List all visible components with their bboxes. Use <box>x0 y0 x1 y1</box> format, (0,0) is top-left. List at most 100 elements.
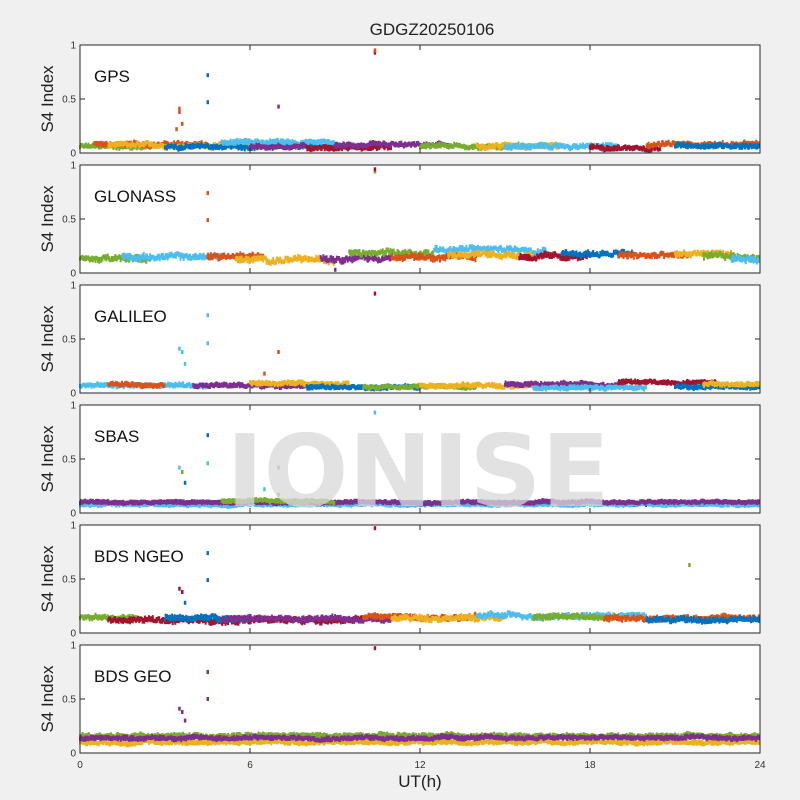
data-point <box>392 248 395 253</box>
data-point <box>108 144 111 149</box>
spike-point <box>277 104 280 109</box>
data-point <box>404 249 407 254</box>
data-point <box>713 142 716 147</box>
data-point <box>473 248 476 253</box>
data-point <box>193 254 195 259</box>
data-point <box>376 252 379 257</box>
data-point <box>288 141 291 146</box>
data-point <box>433 255 436 260</box>
data-point <box>390 256 393 261</box>
data-point <box>458 247 461 251</box>
data-point <box>372 145 374 150</box>
data-point <box>388 254 391 259</box>
data-point <box>741 145 743 150</box>
data-point <box>464 251 467 255</box>
data-point <box>416 256 419 261</box>
data-point <box>104 143 107 148</box>
data-point <box>319 258 322 263</box>
data-point <box>600 144 603 149</box>
data-point <box>100 141 103 145</box>
data-point <box>125 141 128 146</box>
data-point <box>473 245 476 249</box>
data-point <box>347 380 350 385</box>
data-point <box>254 145 257 150</box>
data-point <box>330 255 333 260</box>
data-point <box>161 256 164 260</box>
data-point <box>280 139 283 143</box>
data-point <box>397 143 400 148</box>
data-point <box>179 147 182 151</box>
data-point <box>229 138 232 143</box>
data-point <box>465 245 468 249</box>
y-tick-label: 0 <box>70 149 76 160</box>
data-point <box>344 259 347 264</box>
data-point <box>300 259 303 264</box>
data-point <box>265 257 268 262</box>
data-point <box>332 256 335 260</box>
data-markers <box>79 48 761 153</box>
spike-point <box>175 127 178 132</box>
data-point <box>216 143 219 148</box>
data-point <box>162 143 165 148</box>
data-point <box>189 253 192 258</box>
data-point <box>686 142 689 147</box>
data-point <box>641 147 644 152</box>
data-point <box>657 141 660 146</box>
data-point <box>414 253 417 258</box>
data-point <box>522 247 525 252</box>
data-point <box>453 246 456 251</box>
data-point <box>443 254 446 259</box>
data-point <box>357 249 360 254</box>
data-point <box>115 143 118 148</box>
data-point <box>247 256 250 261</box>
data-point <box>358 249 361 253</box>
data-point <box>686 145 689 150</box>
data-point <box>390 146 392 151</box>
data-point <box>294 254 297 259</box>
data-point <box>216 253 219 258</box>
data-point <box>104 254 107 259</box>
data-point <box>177 147 180 152</box>
data-point <box>317 258 320 263</box>
data-point <box>518 255 521 260</box>
data-point <box>471 244 474 249</box>
data-point <box>595 145 598 150</box>
data-point <box>550 141 553 146</box>
data-point <box>549 255 552 260</box>
data-point <box>419 256 422 261</box>
data-point <box>363 254 365 259</box>
data-point <box>733 142 736 147</box>
data-point <box>86 144 89 149</box>
data-point <box>543 142 546 147</box>
data-point <box>539 144 542 149</box>
data-point <box>104 256 107 261</box>
data-point <box>361 252 363 257</box>
data-point <box>349 255 352 260</box>
data-point <box>544 248 547 253</box>
data-point <box>202 252 205 257</box>
data-point <box>333 140 336 145</box>
data-point <box>444 257 447 262</box>
data-point <box>681 141 684 146</box>
data-point <box>382 252 385 257</box>
data-point <box>279 141 282 146</box>
data-point <box>605 147 608 152</box>
data-point <box>442 256 445 261</box>
data-point <box>222 146 225 150</box>
data-point <box>279 256 282 261</box>
data-point <box>526 257 529 261</box>
data-point <box>545 142 548 147</box>
data-point <box>308 145 311 149</box>
data-point <box>240 144 242 148</box>
data-point <box>100 258 103 263</box>
data-point <box>502 253 505 258</box>
data-point <box>540 252 543 257</box>
data-point <box>332 144 335 149</box>
data-point <box>434 245 437 250</box>
data-point <box>728 143 731 148</box>
data-point <box>551 255 553 260</box>
data-point <box>113 141 116 146</box>
data-point <box>293 257 296 262</box>
data-point <box>478 144 481 148</box>
